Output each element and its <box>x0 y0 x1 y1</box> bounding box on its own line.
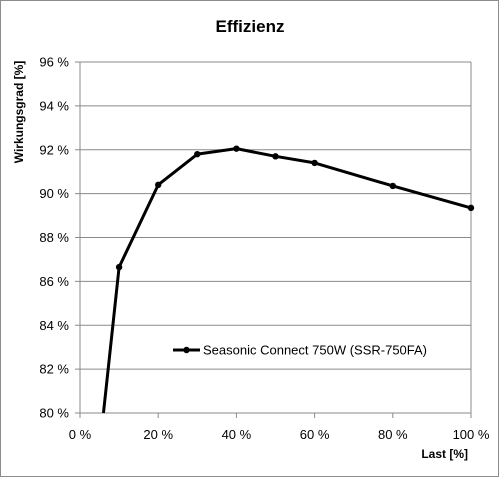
x-tick-label: 80 % <box>378 427 408 442</box>
x-tick-label: 0 % <box>69 427 92 442</box>
y-tick-label: 96 % <box>39 55 69 70</box>
axes <box>75 61 472 418</box>
y-tick-label: 86 % <box>39 274 69 289</box>
x-tick-labels: 0 % 20 % 40 % 60 % 80 % 100 % <box>69 427 490 442</box>
legend-series-label: Seasonic Connect 750W (SSR-750FA) <box>203 343 427 358</box>
x-tick-label: 60 % <box>300 427 330 442</box>
data-point <box>115 263 123 271</box>
y-tick-label: 80 % <box>39 406 69 421</box>
legend-point-marker <box>183 346 190 354</box>
y-tick-label: 92 % <box>39 142 69 157</box>
data-point <box>311 159 318 167</box>
y-tick-label: 94 % <box>39 98 69 113</box>
data-point <box>194 150 201 158</box>
y-tick-labels: 80 % 82 % 84 % 86 % 88 % 90 % 92 % 94 % 96 % <box>39 55 69 421</box>
data-point <box>389 182 396 190</box>
x-axis-label: Last [%] <box>421 447 468 461</box>
data-point <box>467 204 475 212</box>
x-tick-label: 40 % <box>222 427 252 442</box>
chart-title: Effizienz <box>216 17 285 36</box>
x-tick-label: 100 % <box>453 427 490 442</box>
y-axis-label: Wirkungsgrad [%] <box>12 61 26 164</box>
y-tick-label: 82 % <box>39 362 69 377</box>
gridlines <box>80 61 471 370</box>
data-point <box>155 181 162 189</box>
data-point <box>233 145 240 152</box>
y-tick-label: 90 % <box>39 186 69 201</box>
y-tick-label: 88 % <box>39 230 69 245</box>
series <box>101 145 475 414</box>
y-tick-label: 84 % <box>39 318 69 333</box>
data-point <box>272 153 279 160</box>
series-line <box>101 147 472 414</box>
x-tick-label: 20 % <box>143 427 173 442</box>
legend: Seasonic Connect 750W (SSR-750FA) <box>173 343 427 358</box>
